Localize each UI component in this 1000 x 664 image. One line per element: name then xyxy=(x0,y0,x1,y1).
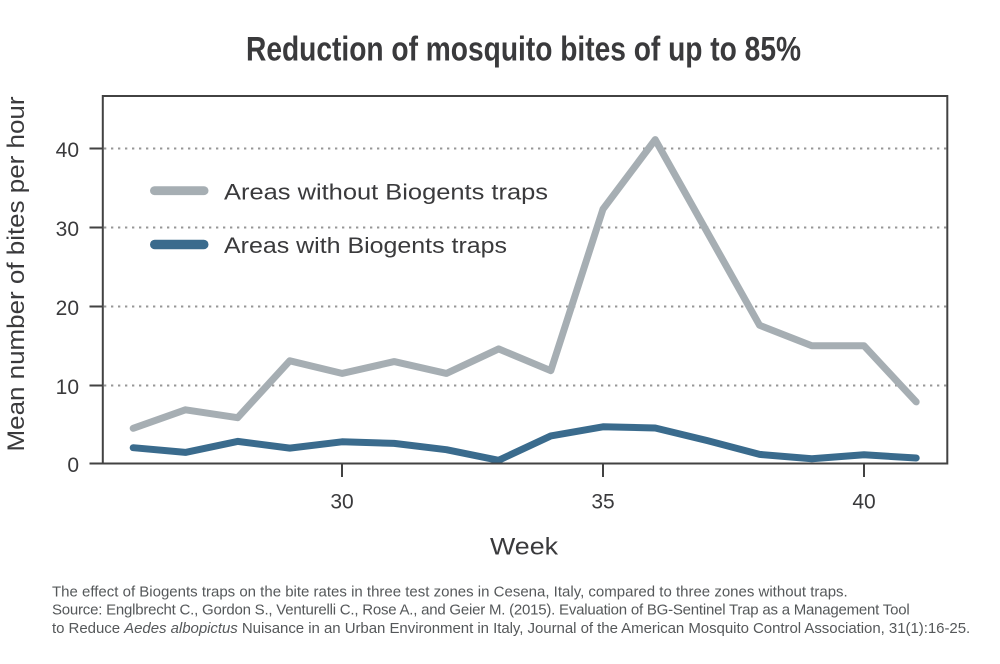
svg-text:Source: Englbrecht C., Gordon: Source: Englbrecht C., Gordon S., Ventur… xyxy=(52,602,909,619)
svg-text:to Reduce Aedes albopictus Nui: to Reduce Aedes albopictus Nuisance in a… xyxy=(52,620,970,637)
svg-text:0: 0 xyxy=(67,454,79,477)
svg-text:Reduction of mosquito bites of: Reduction of mosquito bites of up to 85% xyxy=(246,30,801,68)
svg-text:40: 40 xyxy=(852,491,875,514)
svg-text:20: 20 xyxy=(56,297,79,320)
svg-text:10: 10 xyxy=(56,376,79,399)
svg-text:Areas with Biogents traps: Areas with Biogents traps xyxy=(224,233,507,258)
svg-text:40: 40 xyxy=(56,139,79,162)
svg-text:Week: Week xyxy=(490,533,559,560)
svg-text:The effect of Biogents traps o: The effect of Biogents traps on the bite… xyxy=(52,583,848,600)
svg-text:30: 30 xyxy=(56,218,79,241)
svg-text:Mean number of bites per hour: Mean number of bites per hour xyxy=(3,96,30,451)
svg-text:35: 35 xyxy=(591,491,614,514)
svg-text:Areas without Biogents traps: Areas without Biogents traps xyxy=(224,179,548,204)
svg-text:30: 30 xyxy=(330,491,353,514)
